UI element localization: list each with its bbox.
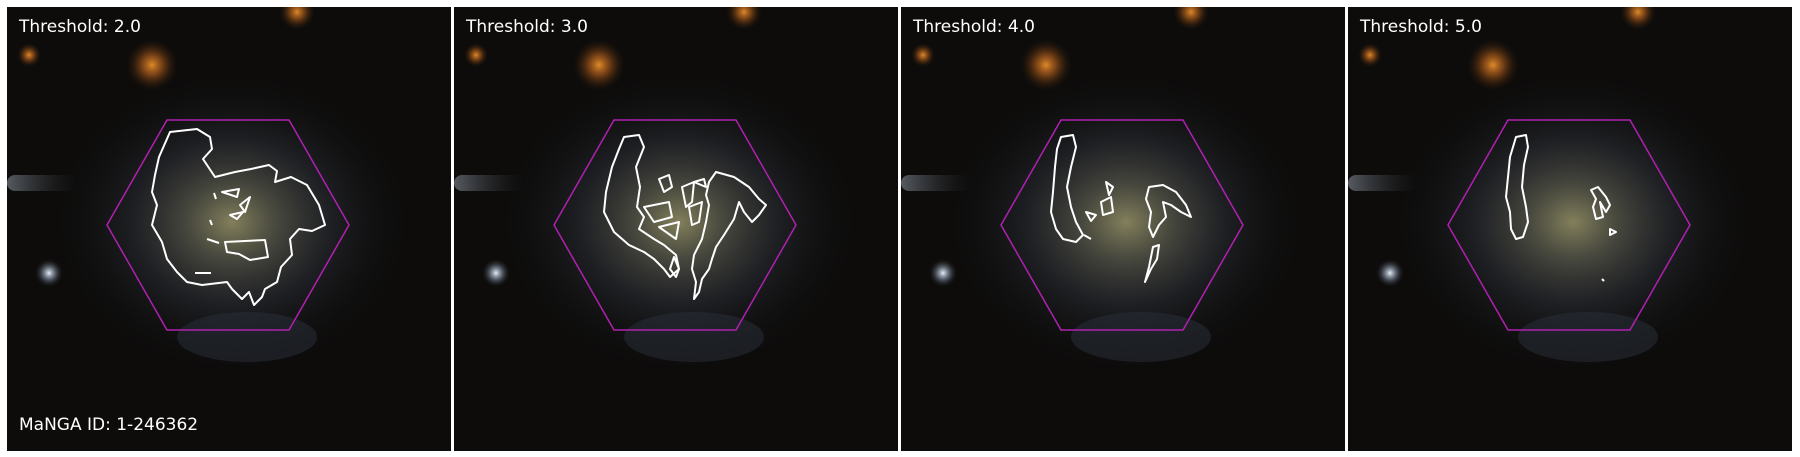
ifu-hexagon [1447, 119, 1691, 331]
manga-id-label: MaNGA ID: 1-246362 [19, 415, 199, 435]
panel-threshold-4: Threshold: 4.0 [901, 7, 1345, 451]
threshold-label: Threshold: 4.0 [913, 17, 1035, 37]
contour-line [151, 128, 326, 306]
galaxy-image [7, 7, 451, 451]
ifu-hexagon [1000, 119, 1244, 331]
threshold-label: Threshold: 2.0 [19, 17, 141, 37]
ifu-hexagon [553, 119, 797, 331]
panel-threshold-3: Threshold: 3.0 [454, 7, 898, 451]
ifu-hexagon [106, 119, 350, 331]
contour-line [603, 134, 767, 300]
threshold-label: Threshold: 3.0 [466, 17, 588, 37]
galaxy-image [454, 7, 898, 451]
galaxy-image [1348, 7, 1792, 451]
panel-threshold-2: Threshold: 2.0 MaNGA ID: 1-246362 [7, 7, 451, 451]
panel-threshold-5: Threshold: 5.0 [1348, 7, 1792, 451]
contour-line [1505, 134, 1617, 282]
threshold-label: Threshold: 5.0 [1360, 17, 1482, 37]
galaxy-image [901, 7, 1345, 451]
contour-line [1050, 134, 1192, 283]
